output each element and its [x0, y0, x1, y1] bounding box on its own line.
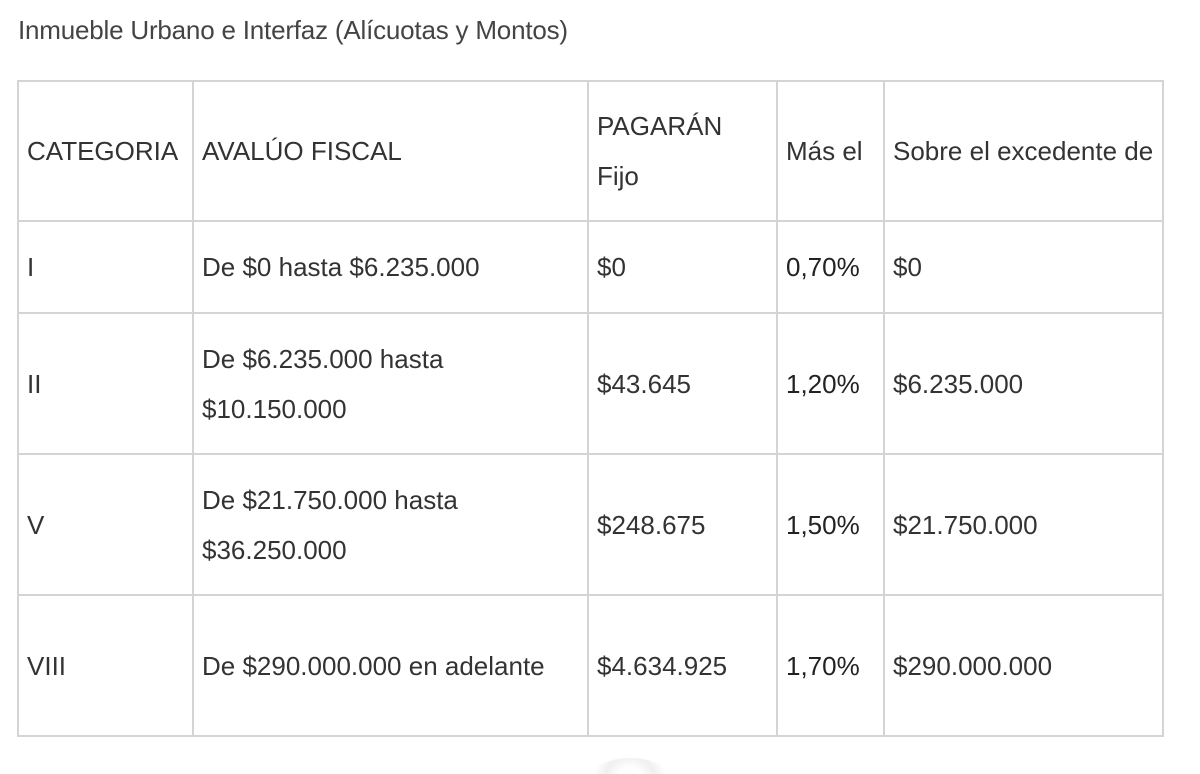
cell-alicuota: 1,70%	[776, 594, 885, 737]
cell-avaluo: De $6.235.000 hasta $10.150.000	[192, 312, 589, 455]
cell-avaluo: De $21.750.000 hasta $36.250.000	[192, 453, 589, 596]
cell-avaluo: De $290.000.000 en adelante	[192, 594, 589, 737]
cell-fijo: $43.645	[587, 312, 778, 455]
header-categoria: CATEGORIA	[17, 80, 194, 222]
cell-categoria: VIII	[17, 594, 194, 737]
cell-excedente: $6.235.000	[883, 312, 1164, 455]
table-row: I De $0 hasta $6.235.000 $0 0,70% $0	[17, 220, 1164, 314]
header-avaluo-fiscal: AVALÚO FISCAL	[192, 80, 589, 222]
table-row: VIII De $290.000.000 en adelante $4.634.…	[17, 594, 1164, 737]
cell-excedente: $21.750.000	[883, 453, 1164, 596]
cell-categoria: I	[17, 220, 194, 314]
cell-fijo: $0	[587, 220, 778, 314]
tax-rates-table: CATEGORIA AVALÚO FISCAL PAGARÁN Fijo Más…	[17, 80, 1164, 737]
cell-alicuota: 1,50%	[776, 453, 885, 596]
table-row: V De $21.750.000 hasta $36.250.000 $248.…	[17, 453, 1164, 596]
header-mas-el: Más el	[776, 80, 885, 222]
header-row: CATEGORIA AVALÚO FISCAL PAGARÁN Fijo Más…	[17, 80, 1164, 222]
header-sobre-excedente: Sobre el excedente de	[883, 80, 1164, 222]
cell-categoria: V	[17, 453, 194, 596]
cell-alicuota: 0,70%	[776, 220, 885, 314]
cell-avaluo: De $0 hasta $6.235.000	[192, 220, 589, 314]
cell-fijo: $4.634.925	[587, 594, 778, 737]
table-caption: Inmueble Urbano e Interfaz (Alícuotas y …	[18, 15, 568, 45]
table-row: II De $6.235.000 hasta $10.150.000 $43.6…	[17, 312, 1164, 455]
header-pagaran-fijo: PAGARÁN Fijo	[587, 80, 778, 222]
cell-categoria: II	[17, 312, 194, 455]
cell-alicuota: 1,20%	[776, 312, 885, 455]
cell-excedente: $0	[883, 220, 1164, 314]
cell-excedente: $290.000.000	[883, 594, 1164, 737]
decorative-shadow	[590, 758, 670, 774]
cell-fijo: $248.675	[587, 453, 778, 596]
